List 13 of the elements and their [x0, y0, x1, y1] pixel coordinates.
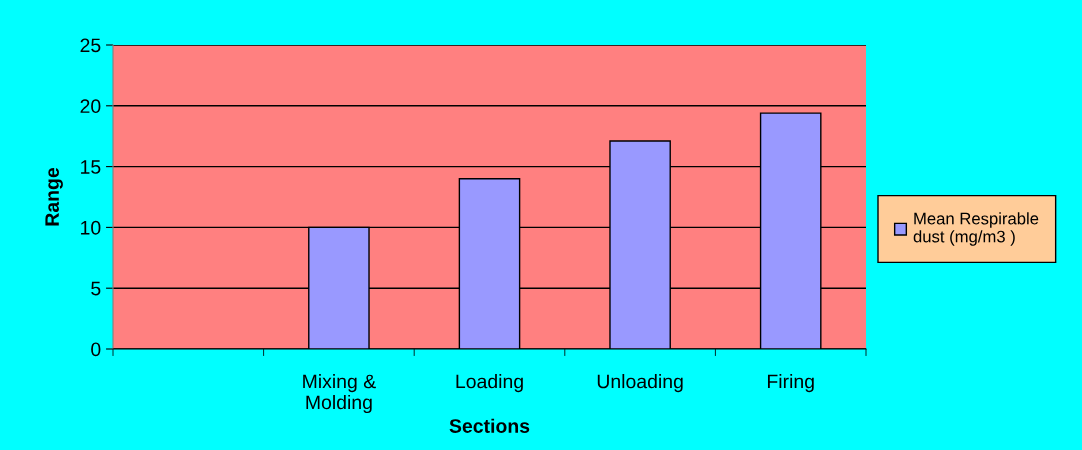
x-tick-label: Loading: [456, 374, 523, 393]
y-tick-label: 15: [81, 160, 101, 174]
y-tick-label: 25: [80, 38, 101, 53]
y-axis-title: Range: [45, 167, 63, 226]
x-tick-label: Firing: [767, 374, 814, 393]
x-tick-label: Mixing & Molding: [303, 374, 376, 414]
y-tick-label: 20: [80, 99, 101, 114]
y-tick-label: 0: [91, 342, 101, 357]
legend-label: Mean Respirable dust (mg/m3 ): [913, 212, 1039, 246]
x-axis-title: Sections: [449, 418, 530, 433]
y-tick-label: 5: [91, 281, 101, 296]
x-tick-label: Unloading: [597, 374, 683, 393]
y-tick-label: 10: [81, 220, 101, 235]
